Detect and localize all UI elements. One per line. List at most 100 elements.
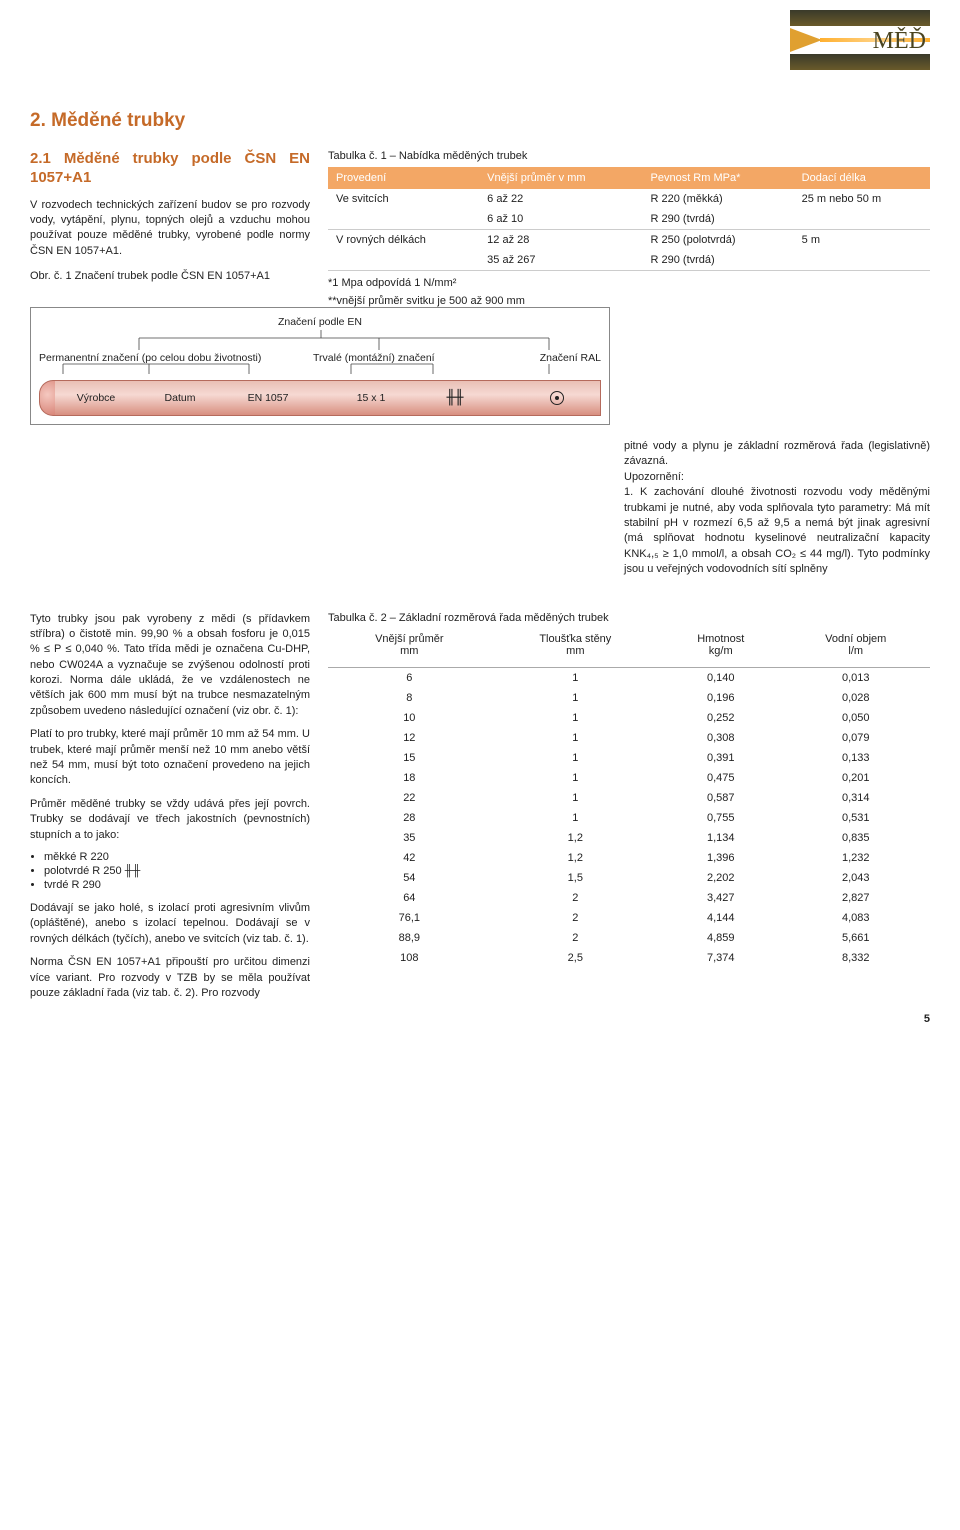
page-title: 2. Měděné trubky: [30, 110, 930, 132]
badge: MĚĎ: [790, 10, 930, 80]
table2-cell: 54: [328, 868, 491, 888]
table2-cell: 6: [328, 667, 491, 688]
page-number: 5: [924, 1013, 930, 1025]
table2-cell: 10: [328, 708, 491, 728]
table2-cell: 1,396: [660, 848, 781, 868]
table1-note2: **vnější průměr svitku je 500 až 900 mm: [328, 295, 930, 307]
table2-cell: 8,332: [781, 948, 930, 968]
table2-cell: 1,134: [660, 828, 781, 848]
table2-cell: 0,133: [781, 748, 930, 768]
table2-cell: 8: [328, 688, 491, 708]
table2-cell: 2: [491, 928, 660, 948]
table2-cell: 1: [491, 708, 660, 728]
table2-cell: 1,2: [491, 848, 660, 868]
table1-row: 6 až 10R 290 (tvrdá): [328, 209, 930, 230]
tube-end-cap: [39, 380, 55, 416]
table2-cell: 5,661: [781, 928, 930, 948]
table2-cell: 12: [328, 728, 491, 748]
tube-label-5: [542, 381, 572, 415]
bullet-1: polotvrdé R 250 ╫╫: [44, 865, 310, 877]
table2-cell: 0,028: [781, 688, 930, 708]
table2-header: Vnější průměrmm: [328, 629, 491, 668]
table2-cell: 1: [491, 808, 660, 828]
table2-cell: 0,252: [660, 708, 781, 728]
table2-cell: 0,391: [660, 748, 781, 768]
tube-body: Výrobce Datum EN 1057 15 x 1 ╫╫: [55, 380, 601, 416]
tube-label-3: 15 x 1: [331, 381, 411, 415]
table2-cell: 3,427: [660, 888, 781, 908]
table1-cell: [328, 250, 479, 271]
table2-cell: 108: [328, 948, 491, 968]
bullet-0: měkké R 220: [44, 851, 310, 863]
right-paragraph: pitné vody a plynu je základní rozměrová…: [624, 439, 930, 578]
table2-row: 810,1960,028: [328, 688, 930, 708]
table2-cell: 1: [491, 788, 660, 808]
table2-cell: 1: [491, 768, 660, 788]
table2-cell: 0,013: [781, 667, 930, 688]
table2-cell: 0,314: [781, 788, 930, 808]
table1-cell: [794, 250, 930, 271]
table2-row: 6423,4272,827: [328, 888, 930, 908]
table1-row: Ve svitcích6 až 22R 220 (měkká)25 m nebo…: [328, 189, 930, 209]
table2-cell: 2: [491, 888, 660, 908]
table1-cell: R 290 (tvrdá): [643, 250, 794, 271]
table2-row: 1010,2520,050: [328, 708, 930, 728]
table1-cell: 35 až 267: [479, 250, 642, 271]
sec2-p5: Norma ČSN EN 1057+A1 připouští pro určit…: [30, 955, 310, 1001]
table1-note1: *1 Mpa odpovídá 1 N/mm²: [328, 277, 930, 289]
table2-row: 1510,3910,133: [328, 748, 930, 768]
table1-cell: R 290 (tvrdá): [643, 209, 794, 230]
tube-label-4: ╫╫: [425, 381, 485, 415]
tube-label-0: Výrobce: [61, 381, 131, 415]
table2-cell: 76,1: [328, 908, 491, 928]
table2-cell: 0,079: [781, 728, 930, 748]
table2-row: 2210,5870,314: [328, 788, 930, 808]
table2-cell: 0,201: [781, 768, 930, 788]
table2-cell: 4,083: [781, 908, 930, 928]
table2-cell: 2,043: [781, 868, 930, 888]
table1-cell: 25 m nebo 50 m: [794, 189, 930, 209]
table2-cell: 2,5: [491, 948, 660, 968]
table2-row: 1082,57,3748,332: [328, 948, 930, 968]
table2-row: 1810,4750,201: [328, 768, 930, 788]
table1-cell: 6 až 22: [479, 189, 642, 209]
sec2-p2: Platí to pro trubky, které mají průměr 1…: [30, 727, 310, 789]
sec2-p1: Tyto trubky jsou pak vyrobeny z mědi (s …: [30, 612, 310, 720]
table2-cell: 1: [491, 728, 660, 748]
table2-row: 2810,7550,531: [328, 808, 930, 828]
table1-h2: Pevnost Rm MPa*: [643, 167, 794, 189]
tube-label-2: EN 1057: [225, 381, 311, 415]
table2-cell: 0,475: [660, 768, 781, 788]
table2-cell: 4,859: [660, 928, 781, 948]
table1-cell: 6 až 10: [479, 209, 642, 230]
table2-header: Vodní objeml/m: [781, 629, 930, 668]
table2-cell: 0,531: [781, 808, 930, 828]
table1-cell: V rovných délkách: [328, 230, 479, 251]
table1-cell: 12 až 28: [479, 230, 642, 251]
table2-cell: 0,196: [660, 688, 781, 708]
badge-triangle: [790, 28, 822, 52]
table2-row: 88,924,8595,661: [328, 928, 930, 948]
fig1-connector-lines: [39, 318, 603, 378]
table2-header: Hmotnostkg/m: [660, 629, 781, 668]
table1-h3: Dodací délka: [794, 167, 930, 189]
table2-cell: 1: [491, 688, 660, 708]
table2-caption: Tabulka č. 2 – Základní rozměrová řada m…: [328, 612, 930, 624]
table1-cell: [794, 209, 930, 230]
table2-cell: 0,835: [781, 828, 930, 848]
table1-cell: [328, 209, 479, 230]
table1-h1: Vnější průměr v mm: [479, 167, 642, 189]
table2-cell: 88,9: [328, 928, 491, 948]
table2-cell: 22: [328, 788, 491, 808]
fig1-caption: Obr. č. 1 Značení trubek podle ČSN EN 10…: [30, 269, 310, 284]
sec2-bullets: měkké R 220 polotvrdé R 250 ╫╫ tvrdé R 2…: [30, 851, 310, 891]
table2-cell: 18: [328, 768, 491, 788]
table2-cell: 2: [491, 908, 660, 928]
table2-row: 76,124,1444,083: [328, 908, 930, 928]
table2-row: 1210,3080,079: [328, 728, 930, 748]
table1-cell: Ve svitcích: [328, 189, 479, 209]
table2-cell: 0,587: [660, 788, 781, 808]
table2-header: Tloušťka stěnymm: [491, 629, 660, 668]
figure-1: Značení podle EN Permanentní značení (po…: [30, 307, 610, 425]
table2-cell: 1: [491, 748, 660, 768]
